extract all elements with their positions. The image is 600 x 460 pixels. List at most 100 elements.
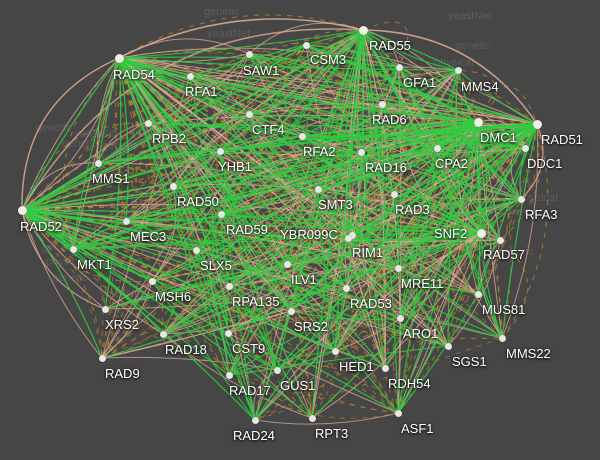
graph-node-rpa135[interactable] xyxy=(225,282,233,290)
graph-node-smt3[interactable] xyxy=(314,185,322,193)
edge-genetic xyxy=(334,69,459,352)
edge-yeastNet xyxy=(125,198,522,222)
edge-yeastNet xyxy=(436,147,503,339)
graph-node-mkt1[interactable] xyxy=(69,245,77,253)
node-label-mms4: MMS4 xyxy=(461,79,499,94)
edge-genetic xyxy=(72,29,364,250)
graph-node-rfa2[interactable] xyxy=(298,132,306,140)
node-label-rim1: RIM1 xyxy=(352,245,384,260)
graph-node-csm3[interactable] xyxy=(302,41,310,49)
edge-genetic xyxy=(286,29,364,265)
edge-yeastNet xyxy=(21,69,459,211)
graph-node-rad51[interactable] xyxy=(532,119,542,129)
graph-node-rfa3[interactable] xyxy=(517,195,525,203)
graph-node-rad3[interactable] xyxy=(390,190,398,198)
graph-node-rad6[interactable] xyxy=(378,100,386,108)
edge-yeastNet xyxy=(118,57,292,312)
edge-genetic xyxy=(254,263,288,421)
edge-yeastNet xyxy=(362,29,395,195)
graph-node-slx5[interactable] xyxy=(192,246,200,254)
graph-node-rpt3[interactable] xyxy=(308,414,316,422)
graph-node-mus81[interactable] xyxy=(474,290,482,298)
edge-yeastNet xyxy=(220,213,292,312)
graph-node-rad59[interactable] xyxy=(217,210,225,218)
graph-node-rad57[interactable] xyxy=(496,236,504,244)
graph-node-yhb1[interactable] xyxy=(216,147,224,155)
graph-node-rad54[interactable] xyxy=(114,53,124,63)
edge-genetic xyxy=(227,123,538,334)
graph-node-rad52[interactable] xyxy=(17,205,27,215)
edge-yeastNet xyxy=(195,66,400,251)
edge-yeastNet xyxy=(347,29,364,239)
graph-node-snf2[interactable] xyxy=(476,228,486,238)
graph-node-mms1[interactable] xyxy=(94,159,102,167)
graph-node-xrs2[interactable] xyxy=(101,305,109,313)
graph-node-rim1[interactable] xyxy=(344,234,352,242)
graph-node-mms22[interactable] xyxy=(498,334,506,342)
graph-node-rad16[interactable] xyxy=(357,148,365,156)
graph-node-hed1[interactable] xyxy=(331,347,339,355)
graph-node-gus1[interactable] xyxy=(273,366,281,374)
graph-node-ybr099c[interactable] xyxy=(348,231,356,239)
graph-node-mre11[interactable] xyxy=(394,264,402,272)
edge-yeastNet xyxy=(21,209,449,347)
graph-node-cpa2[interactable] xyxy=(433,144,441,152)
graph-node-gfa1[interactable] xyxy=(395,63,403,71)
graph-node-sgs1[interactable] xyxy=(444,342,452,350)
edge-genetic xyxy=(118,57,278,371)
graph-node-rdh54[interactable] xyxy=(381,364,389,372)
node-label-mre11: MRE11 xyxy=(401,276,444,291)
edge-physical xyxy=(147,122,288,265)
graph-node-rad9[interactable] xyxy=(98,354,106,362)
edge-physical xyxy=(447,239,501,347)
edge-yeastNet xyxy=(286,263,347,289)
node-label-msh6: MSH6 xyxy=(155,289,192,304)
graph-node-mms4[interactable] xyxy=(454,66,462,74)
edge-yeastNet xyxy=(189,75,479,123)
edge-yeastNet xyxy=(397,121,479,414)
edge-yeastNet xyxy=(72,248,386,369)
edge-genetic xyxy=(399,232,482,319)
edge-yeastNet xyxy=(118,57,482,234)
edge-yeastNet xyxy=(228,66,400,376)
graph-node-rad24[interactable] xyxy=(251,416,259,424)
edge-physical xyxy=(311,232,482,419)
edge-genetic xyxy=(21,181,174,211)
node-label-rfa1: RFA1 xyxy=(185,84,218,99)
edge-yeastNet xyxy=(311,232,482,419)
graph-node-rad17[interactable] xyxy=(225,371,233,379)
graph-node-rpb2[interactable] xyxy=(144,119,152,127)
edge-physical xyxy=(254,412,399,425)
edge-yeastNet xyxy=(147,122,256,421)
graph-node-asf1[interactable] xyxy=(394,409,402,417)
graph-node-rad55[interactable] xyxy=(358,25,368,35)
edge-yeastNet xyxy=(125,121,479,222)
graph-node-ilv1[interactable] xyxy=(283,260,291,268)
graph-node-dmc1[interactable] xyxy=(473,117,483,127)
graph-node-ddc1[interactable] xyxy=(521,144,529,152)
edge-yeastNet xyxy=(21,162,99,211)
edge-yeastNet xyxy=(195,249,229,334)
node-label-rfa2: RFA2 xyxy=(303,144,336,159)
edge-yeastNet xyxy=(125,220,449,347)
graph-node-rad18[interactable] xyxy=(159,330,167,338)
graph-node-aro1[interactable] xyxy=(396,314,404,322)
edge-yeastNet xyxy=(305,44,400,68)
edge-genetic xyxy=(228,198,522,288)
edge-yeastNet xyxy=(480,232,503,339)
graph-node-srs2[interactable] xyxy=(287,307,295,315)
graph-node-cst9[interactable] xyxy=(224,329,232,337)
graph-node-rad53[interactable] xyxy=(342,284,350,292)
graph-node-rad50[interactable] xyxy=(169,182,177,190)
graph-node-saw1[interactable] xyxy=(245,50,253,58)
graph-node-msh6[interactable] xyxy=(148,277,156,285)
edge-yeastNet xyxy=(398,66,501,241)
edge-genetic xyxy=(439,293,479,347)
edge-yeastNet xyxy=(219,150,278,371)
node-label-gus1: GUS1 xyxy=(280,378,316,393)
graph-node-rfa1[interactable] xyxy=(186,72,194,80)
graph-node-ctf4[interactable] xyxy=(245,110,253,118)
graph-node-mec3[interactable] xyxy=(122,217,130,225)
